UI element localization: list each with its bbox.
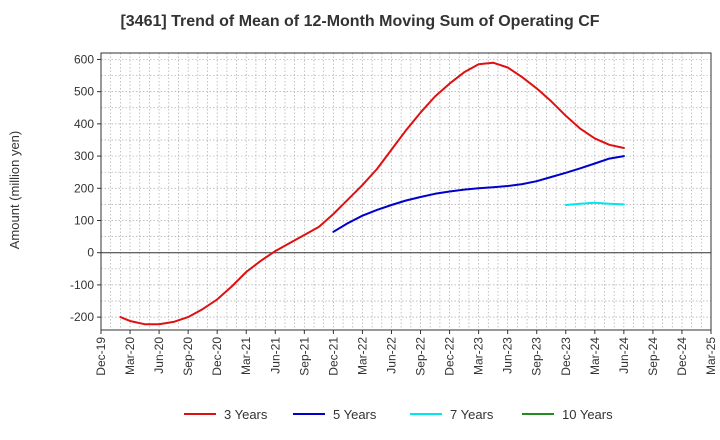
x-tick-label: Dec-24 xyxy=(675,337,689,376)
series-line-5-years xyxy=(332,155,625,233)
legend-label: 5 Years xyxy=(333,407,377,422)
legend: 3 Years 5 Years 7 Years 10 Years xyxy=(184,407,613,422)
x-tick-label: Jun-22 xyxy=(384,337,398,374)
gridlines xyxy=(100,53,712,330)
y-tick-label: 100 xyxy=(74,213,94,227)
x-tick-label: Mar-23 xyxy=(472,337,486,375)
x-tick-label: Jun-21 xyxy=(268,337,282,374)
x-tick-label: Sep-21 xyxy=(297,337,311,376)
legend-label: 3 Years xyxy=(224,407,268,422)
x-tick-label: Sep-23 xyxy=(530,337,544,376)
y-tick-label: 0 xyxy=(87,246,94,260)
y-axis-ticks: -200 -100 0 100 200 300 400 500 600 xyxy=(70,52,101,324)
series-line-7-years xyxy=(564,201,625,206)
legend-label: 7 Years xyxy=(450,407,494,422)
x-tick-label: Mar-25 xyxy=(704,337,718,375)
x-tick-label: Sep-22 xyxy=(414,337,428,376)
y-tick-label: -200 xyxy=(70,310,94,324)
y-tick-label: 200 xyxy=(74,181,94,195)
x-axis-ticks: Dec-19 Mar-20 Jun-20 Sep-20 Dec-20 Mar-21 Jun-… xyxy=(94,330,718,376)
series-line-3-years xyxy=(119,61,625,326)
x-tick-label: Mar-20 xyxy=(123,337,137,375)
y-tick-label: -100 xyxy=(70,278,94,292)
x-tick-label: Dec-20 xyxy=(210,337,224,376)
x-tick-label: Jun-24 xyxy=(617,337,631,374)
x-tick-label: Mar-21 xyxy=(239,337,253,375)
x-tick-label: Mar-24 xyxy=(588,337,602,375)
series-lines xyxy=(119,61,625,326)
chart-title: [3461] Trend of Mean of 12-Month Moving … xyxy=(120,13,599,30)
legend-label: 10 Years xyxy=(562,407,613,422)
plot-area xyxy=(100,52,712,331)
x-tick-label: Sep-24 xyxy=(646,337,660,376)
x-tick-label: Jun-20 xyxy=(152,337,166,374)
y-axis-label: Amount (million yen) xyxy=(7,131,22,250)
x-tick-label: Dec-22 xyxy=(443,337,457,376)
x-tick-label: Dec-23 xyxy=(559,337,573,376)
y-tick-label: 300 xyxy=(74,149,94,163)
y-tick-label: 500 xyxy=(74,85,94,99)
x-tick-label: Jun-23 xyxy=(501,337,515,374)
y-tick-label: 400 xyxy=(74,117,94,131)
x-tick-label: Sep-20 xyxy=(181,337,195,376)
x-tick-label: Dec-19 xyxy=(94,337,108,376)
y-tick-label: 600 xyxy=(74,52,94,66)
x-tick-label: Mar-22 xyxy=(355,337,369,375)
x-tick-label: Dec-21 xyxy=(326,337,340,376)
